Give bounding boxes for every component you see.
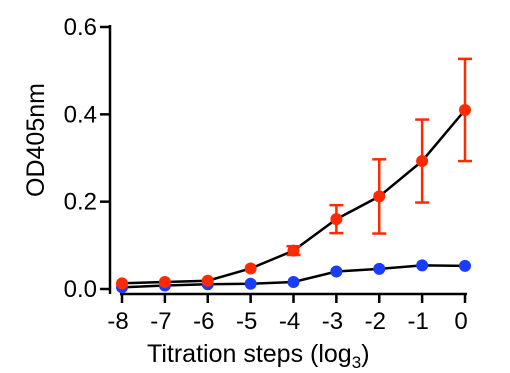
data-point — [244, 262, 257, 275]
x-tick-label: -1 — [407, 308, 428, 335]
x-axis-title-main: Titration steps (log — [147, 340, 352, 368]
x-tick-label: -8 — [107, 308, 128, 335]
data-point — [158, 276, 171, 289]
y-tick-label: 0.2 — [64, 189, 97, 216]
data-point — [416, 155, 429, 168]
series-0 — [116, 57, 472, 290]
data-point — [116, 277, 128, 290]
x-tick-label: -5 — [236, 308, 257, 335]
y-tick-label: 0.6 — [64, 14, 97, 41]
data-point — [287, 276, 300, 289]
x-tick-label: 0 — [454, 308, 467, 335]
data-point — [330, 265, 343, 278]
data-point — [416, 259, 429, 272]
data-point — [201, 274, 214, 287]
x-tick-label: -2 — [365, 308, 386, 335]
x-axis-title-subscript: 3 — [352, 353, 361, 372]
y-tick-label: 0.4 — [64, 101, 97, 128]
data-point — [330, 213, 343, 226]
x-tick-label: -4 — [279, 308, 300, 335]
x-axis-title-close: ) — [361, 340, 369, 368]
data-point — [244, 277, 257, 290]
x-axis: -8 -7 -6 -5 -4 -3 -2 -1 0 — [107, 292, 468, 335]
data-point — [373, 190, 386, 203]
data-point — [373, 262, 386, 275]
x-axis-title: Titration steps (log3) — [147, 340, 370, 372]
data-point — [287, 244, 300, 257]
series-1 — [116, 259, 471, 294]
series-layer — [116, 57, 472, 294]
y-axis: 0.0 0.2 0.4 0.6 — [64, 14, 112, 303]
x-tick-label: -3 — [322, 308, 343, 335]
x-tick-label: -7 — [150, 308, 171, 335]
data-point — [459, 103, 471, 116]
x-tick-label: -6 — [193, 308, 214, 335]
series-line — [121, 109, 466, 285]
data-point — [459, 259, 471, 272]
y-tick-label: 0.0 — [64, 276, 97, 303]
y-axis-title: OD405nm — [22, 83, 50, 197]
